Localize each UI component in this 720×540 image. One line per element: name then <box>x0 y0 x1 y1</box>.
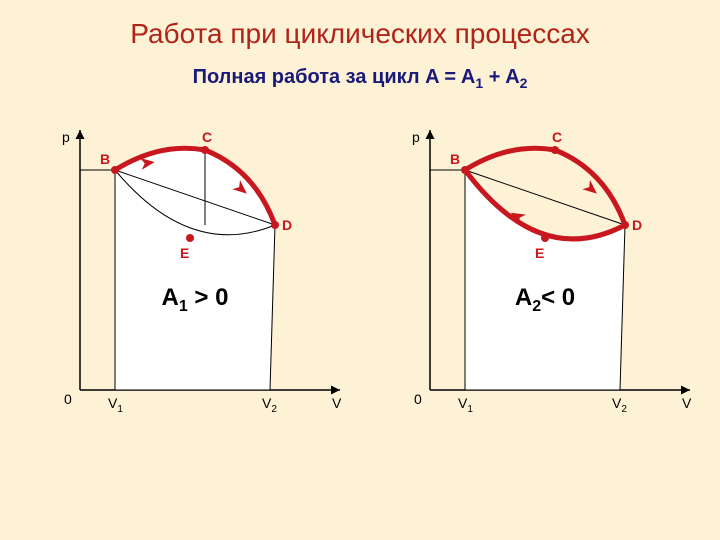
point-e <box>186 234 194 242</box>
subtitle-sub2: 2 <box>520 75 528 91</box>
label-e: E <box>180 245 189 261</box>
label-d: D <box>282 217 292 233</box>
point-c <box>201 146 209 154</box>
label-d: D <box>632 217 642 233</box>
point-b <box>461 166 469 174</box>
point-c <box>551 146 559 154</box>
slide-title: Работа при циклических процессах <box>0 18 720 50</box>
point-d <box>621 221 629 229</box>
point-b <box>111 166 119 174</box>
v-label: V <box>682 395 692 411</box>
v-label: V <box>332 395 342 411</box>
left-diagram: B C D E A1 > 0 p V 0 V1 V2 <box>40 130 360 430</box>
point-d <box>271 221 279 229</box>
v1-label: V1 <box>458 395 473 415</box>
subtitle-mid: + A <box>483 66 520 88</box>
label-b: B <box>450 151 460 167</box>
right-svg: B C D E A2< 0 p V 0 V1 V2 <box>390 130 710 430</box>
label-c: C <box>202 129 212 145</box>
label-e: E <box>535 245 544 261</box>
label-c: C <box>552 129 562 145</box>
left-svg: B C D E A1 > 0 p V 0 V1 V2 <box>40 130 360 430</box>
origin-label: 0 <box>414 391 422 407</box>
area-label-right: A2< 0 <box>515 284 575 315</box>
v1-label: V1 <box>108 395 123 415</box>
p-label: p <box>412 129 420 145</box>
area-label-left: A1 > 0 <box>162 284 229 315</box>
v2-label: V2 <box>612 395 627 415</box>
subtitle-sub1: 1 <box>475 75 483 91</box>
point-e <box>541 234 549 242</box>
right-diagram: B C D E A2< 0 p V 0 V1 V2 <box>390 130 710 430</box>
slide: Работа при циклических процессах Полная … <box>0 0 720 540</box>
p-label: p <box>62 129 70 145</box>
work-area <box>465 170 625 390</box>
subtitle-prefix: Полная работа за цикл A = A <box>193 66 476 88</box>
label-b: B <box>100 151 110 167</box>
v2-label: V2 <box>262 395 277 415</box>
slide-subtitle: Полная работа за цикл A = A1 + A2 <box>0 66 720 91</box>
origin-label: 0 <box>64 391 72 407</box>
